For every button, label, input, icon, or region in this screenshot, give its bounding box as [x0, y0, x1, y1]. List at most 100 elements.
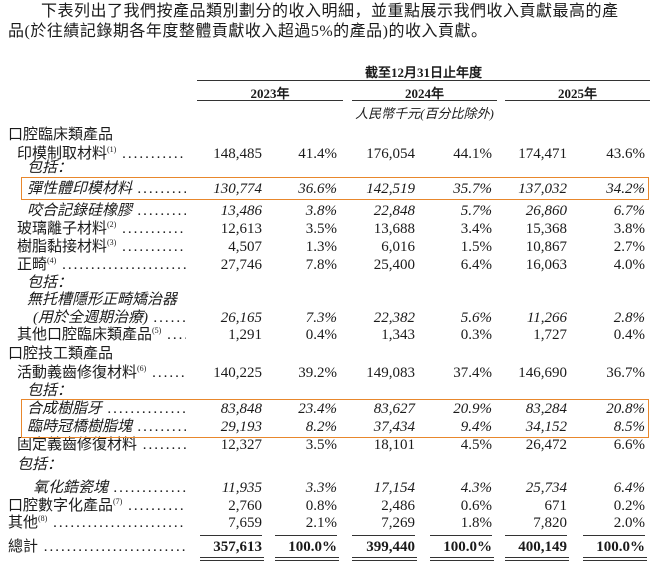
percent-cell: 5.7% — [460, 203, 492, 219]
table-row: 包括： — [0, 382, 650, 400]
table-row: 臨時冠橋樹脂塊 ................................… — [0, 418, 650, 436]
row-label: 口腔臨床類產品 — [8, 126, 186, 144]
percent-cell: 6.4% — [613, 480, 645, 496]
dot-leader: .................................. — [153, 310, 186, 326]
percent-cell: 0.8% — [305, 498, 337, 514]
percent-cell: 20.9% — [453, 401, 492, 417]
subtotal-rule — [275, 535, 337, 536]
amount-cell: 22,848 — [373, 203, 415, 219]
percent-cell: 20.8% — [606, 401, 645, 417]
row-label-text: 總計 — [8, 539, 39, 555]
row-label-text: 無托槽隱形正畸矯治器 — [27, 292, 178, 308]
amount-cell: 18,101 — [373, 437, 415, 453]
row-label-text: 咬合記錄硅橡膠 — [27, 203, 133, 219]
total-double-rule — [430, 557, 494, 561]
row-label: 活動義齒修復材料(6) ............................… — [17, 364, 186, 382]
highlight-box — [21, 399, 649, 438]
row-label-text: 印模制取材料 — [17, 146, 108, 162]
row-label-text: 玻璃離子材料 — [17, 221, 108, 237]
subtotal-rule — [430, 535, 492, 536]
percent-cell: 2.0% — [613, 515, 645, 531]
dot-leader: .................................. — [43, 539, 186, 555]
subtotal-rule — [200, 535, 262, 536]
row-label: 印模制取材料(1) ..............................… — [17, 145, 186, 163]
row-label-text: 樹脂黏接材料 — [17, 239, 108, 255]
amount-cell: 6,016 — [381, 239, 415, 255]
period-header: 截至12月31日止年度 — [364, 65, 482, 80]
footnote-marker: (3) — [107, 238, 117, 247]
percent-cell: 3.4% — [460, 221, 492, 237]
percent-cell: 43.6% — [606, 146, 645, 162]
percent-cell: 34.2% — [606, 181, 645, 197]
percent-cell: 3.5% — [305, 221, 337, 237]
row-label: 臨時冠橋樹脂塊 ................................… — [27, 418, 186, 436]
percent-cell: 9.4% — [460, 419, 492, 435]
amount-cell: 11,266 — [526, 310, 567, 326]
percent-cell: 1.3% — [305, 239, 337, 255]
percent-cell: 35.7% — [453, 181, 492, 197]
table-row: 活動義齒修復材料(6) ............................… — [0, 364, 650, 382]
row-label: 咬合記錄硅橡膠 ................................… — [27, 202, 186, 220]
percent-cell: 3.3% — [305, 480, 337, 496]
percent-cell: 1.8% — [460, 515, 492, 531]
intro-line-2: 品(於往績記錄期各年度整體貢獻收入超過5%的產品)的收入貢獻。 — [8, 23, 488, 40]
row-label: 包括： — [27, 274, 186, 292]
percent-cell: 4.3% — [460, 480, 492, 496]
table-row: 印模制取材料(1) ..............................… — [0, 145, 650, 163]
total-double-rule — [275, 557, 339, 561]
percent-cell: 44.1% — [453, 146, 492, 162]
unit-note: 人民幣千元(百分比除外) — [355, 106, 494, 121]
amount-cell: 13,486 — [220, 203, 262, 219]
table-row: 總計 .................................. 357… — [0, 538, 650, 556]
row-label-text: 口腔臨床類產品 — [8, 127, 114, 143]
amount-cell: 15,368 — [525, 221, 567, 237]
dot-leader: .................................. — [137, 203, 186, 219]
subtotal-rule — [583, 535, 645, 536]
percent-cell: 1.5% — [460, 239, 492, 255]
amount-cell: 1,291 — [228, 327, 262, 343]
table-row: 正畸(4) ..................................… — [0, 256, 650, 274]
highlight-box — [21, 177, 649, 200]
row-label-text: 包括： — [27, 160, 73, 176]
row-label-text: 固定義齒修復材料 — [17, 437, 138, 453]
row-label-text: 包括： — [17, 457, 63, 473]
percent-cell: 37.4% — [453, 365, 492, 381]
subtotal-rule — [352, 535, 415, 536]
amount-cell: 399,440 — [366, 539, 415, 555]
table-row: 無托槽隱形正畸矯治器 — [0, 291, 650, 309]
total-double-rule — [583, 557, 647, 561]
percent-cell: 5.6% — [460, 310, 492, 326]
amount-cell: 137,032 — [518, 181, 567, 197]
subtotal-rule — [505, 535, 567, 536]
percent-cell: 0.4% — [613, 327, 645, 343]
percent-cell: 3.8% — [613, 221, 645, 237]
amount-cell: 26,165 — [220, 310, 262, 326]
amount-cell: 149,083 — [366, 365, 415, 381]
amount-cell: 26,472 — [525, 437, 567, 453]
row-label: 玻璃離子材料(2) ..............................… — [17, 220, 186, 238]
row-label-text: 彈性體印模材料 — [27, 181, 133, 197]
dot-leader: .................................. — [142, 437, 186, 453]
table-row: 合成樹脂牙 ..................................… — [0, 400, 650, 418]
amount-cell: 29,193 — [220, 419, 262, 435]
amount-cell: 400,149 — [518, 539, 567, 555]
row-label: 其他(8) .................................. — [8, 514, 186, 532]
amount-cell: 142,519 — [366, 181, 415, 197]
amount-cell: 7,659 — [228, 515, 262, 531]
row-label-text: 口腔數字化產品 — [8, 498, 114, 514]
footnote-marker: (7) — [113, 497, 123, 506]
total-double-rule — [200, 557, 264, 561]
total-double-rule — [352, 557, 417, 561]
amount-cell: 27,746 — [220, 257, 262, 273]
row-label-text: 活動義齒修復材料 — [17, 365, 138, 381]
dot-leader: .................................. — [113, 480, 186, 496]
row-label: 包括： — [27, 159, 186, 177]
amount-cell: 357,613 — [213, 539, 262, 555]
percent-cell: 100.0% — [288, 539, 337, 555]
table-row: 樹脂黏接材料(3) ..............................… — [0, 238, 650, 256]
year-header-2025: 2025年 — [557, 86, 597, 101]
table-row: 包括： — [0, 159, 650, 177]
amount-cell: 16,063 — [525, 257, 567, 273]
percent-cell: 6.4% — [460, 257, 492, 273]
percent-cell: 3.8% — [305, 203, 337, 219]
